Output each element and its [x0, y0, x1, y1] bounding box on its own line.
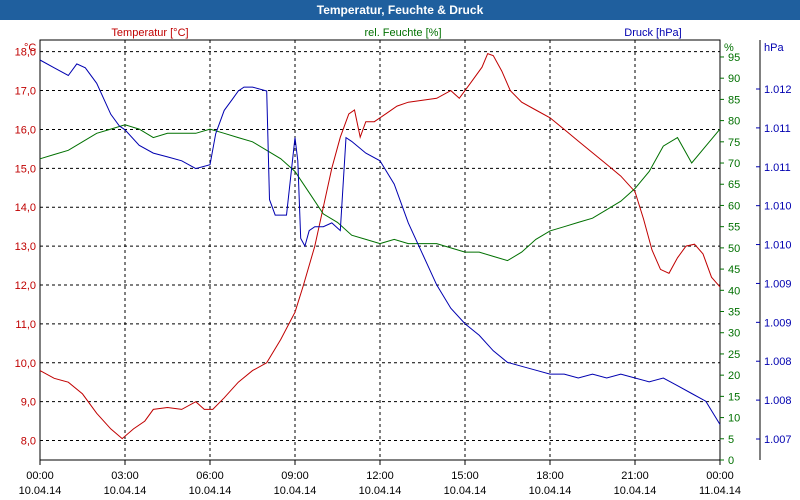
temperature-axis-label: Temperatur [°C] — [111, 27, 188, 39]
pressure-tick-label: 1.010 — [764, 240, 792, 252]
temperature-tick-label: 16,0 — [15, 124, 36, 136]
grid-lines — [40, 40, 720, 460]
x-tick-time: 00:00 — [706, 470, 734, 482]
x-tick-time: 18:00 — [536, 470, 564, 482]
temperature-unit-label: °C — [24, 42, 36, 54]
pressure-tick-label: 1.009 — [764, 278, 792, 290]
temperature-tick-label: 14,0 — [15, 202, 36, 214]
x-tick-date: 10.04.14 — [19, 485, 62, 497]
x-tick-date: 10.04.14 — [359, 485, 402, 497]
pressure-tick-label: 1.007 — [764, 434, 792, 446]
humidity-tick-label: 65 — [728, 179, 740, 191]
pressure-unit-label: hPa — [764, 42, 784, 54]
humidity-tick-label: 60 — [728, 200, 740, 212]
temperature-tick-label: 13,0 — [15, 241, 36, 253]
pressure-tick-label: 1.008 — [764, 356, 792, 368]
humidity-line — [39, 124, 721, 262]
humidity-tick-label: 35 — [728, 307, 740, 319]
humidity-tick-label: 95 — [728, 52, 740, 64]
humidity-unit-label: % — [724, 42, 734, 54]
pressure-tick-label: 1.010 — [764, 201, 792, 213]
chart-title: Temperatur, Feuchte & Druck — [0, 0, 800, 20]
humidity-tick-label: 75 — [728, 137, 740, 149]
humidity-tick-label: 25 — [728, 349, 740, 361]
humidity-tick-label: 30 — [728, 328, 740, 340]
x-tick-date: 10.04.14 — [189, 485, 232, 497]
x-tick-time: 21:00 — [621, 470, 649, 482]
humidity-tick-label: 40 — [728, 285, 740, 297]
x-tick-date: 10.04.14 — [444, 485, 487, 497]
humidity-tick-label: 15 — [728, 391, 740, 403]
temperature-tick-label: 10,0 — [15, 358, 36, 370]
humidity-tick-label: 85 — [728, 94, 740, 106]
x-tick-date: 10.04.14 — [614, 485, 657, 497]
axes: 00:00 10.04.14 03:00 10.04.14 06:00 10.04.14 0… — [15, 47, 792, 497]
temperature-tick-label: 12,0 — [15, 280, 36, 292]
humidity-tick-label: 80 — [728, 116, 740, 128]
x-tick-date: 10.04.14 — [529, 485, 572, 497]
humidity-tick-label: 55 — [728, 222, 740, 234]
humidity-tick-label: 45 — [728, 264, 740, 276]
x-tick-time: 00:00 — [26, 470, 54, 482]
pressure-tick-label: 1.012 — [764, 84, 792, 96]
pressure-axis-label: Druck [hPa] — [624, 27, 681, 39]
temperature-tick-label: 9,0 — [21, 397, 36, 409]
pressure-line — [39, 59, 721, 425]
pressure-tick-label: 1.009 — [764, 317, 792, 329]
humidity-tick-label: 50 — [728, 243, 740, 255]
x-tick-time: 03:00 — [111, 470, 139, 482]
x-tick-time: 09:00 — [281, 470, 309, 482]
temperature-tick-label: 17,0 — [15, 86, 36, 98]
humidity-tick-label: 0 — [728, 455, 734, 467]
pressure-tick-label: 1.008 — [764, 395, 792, 407]
series-lines — [39, 52, 721, 440]
humidity-axis-label: rel. Feuchte [%] — [364, 27, 441, 39]
temperature-tick-label: 11,0 — [15, 319, 36, 331]
chart-area: 00:00 10.04.14 03:00 10.04.14 06:00 10.04.14 0… — [15, 27, 792, 497]
temperature-tick-label: 15,0 — [15, 163, 36, 175]
x-tick-time: 15:00 — [451, 470, 479, 482]
humidity-tick-label: 20 — [728, 370, 740, 382]
x-tick-time: 06:00 — [196, 470, 224, 482]
x-tick-date: 10.04.14 — [104, 485, 147, 497]
x-tick-date: 11.04.14 — [699, 485, 741, 497]
temperature-tick-label: 18,0 — [15, 47, 36, 59]
humidity-tick-label: 10 — [728, 413, 740, 425]
x-tick-time: 12:00 — [366, 470, 394, 482]
temperature-line — [39, 52, 721, 440]
humidity-tick-label: 5 — [728, 434, 734, 446]
humidity-tick-label: 70 — [728, 158, 740, 170]
x-tick-date: 10.04.14 — [274, 485, 317, 497]
pressure-tick-label: 1.011 — [764, 162, 791, 174]
humidity-tick-label: 90 — [728, 73, 740, 85]
pressure-tick-label: 1.011 — [764, 123, 791, 135]
temperature-tick-label: 8,0 — [21, 436, 36, 448]
